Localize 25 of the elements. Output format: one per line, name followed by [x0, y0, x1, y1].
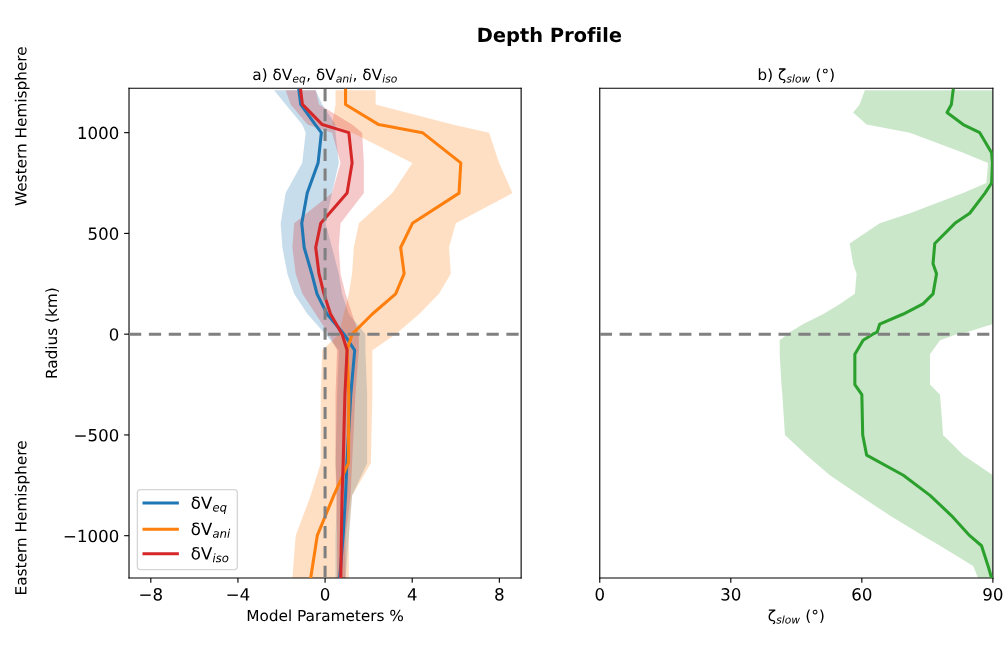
- x-tick-label: 8: [495, 588, 504, 601]
- x-tick-label: 90: [983, 588, 1003, 601]
- x-tick-label: 0: [320, 588, 330, 601]
- y-tick-label: 500: [88, 227, 119, 240]
- legend-label: δV$_{eq}$: [191, 496, 227, 514]
- y-axis-title: Radius (km): [45, 288, 59, 378]
- text: Depth Profile: [478, 27, 622, 46]
- y-tick-label: −1000: [64, 529, 119, 543]
- text: Western Hemisphere: [14, 47, 30, 206]
- y-tick-label: 0: [109, 328, 119, 341]
- chart-title: b) ζ$_{slow}$ (°): [758, 68, 834, 84]
- chart-title: a) δV$_{eq}$, δV$_{ani}$, δV$_{iso}$: [253, 68, 397, 85]
- y-tick-label: 1000: [78, 126, 119, 140]
- x-axis-title: ζ$_{slow}$ (°): [768, 609, 824, 625]
- x-tick-label: 4: [407, 588, 417, 601]
- x-axis-title: Model Parameters %: [247, 609, 404, 622]
- x-tick-label: −8: [140, 588, 162, 601]
- text: Eastern Hemisphere: [14, 441, 30, 594]
- x-tick-label: −4: [227, 588, 250, 601]
- x-tick-label: 60: [852, 588, 872, 601]
- x-tick-label: 0: [595, 588, 604, 601]
- legend-label: δV$_{iso}$: [191, 547, 229, 563]
- legend-label: δV$_{ani}$: [191, 522, 231, 538]
- x-tick-label: 30: [721, 588, 741, 601]
- y-tick-label: −500: [75, 428, 119, 442]
